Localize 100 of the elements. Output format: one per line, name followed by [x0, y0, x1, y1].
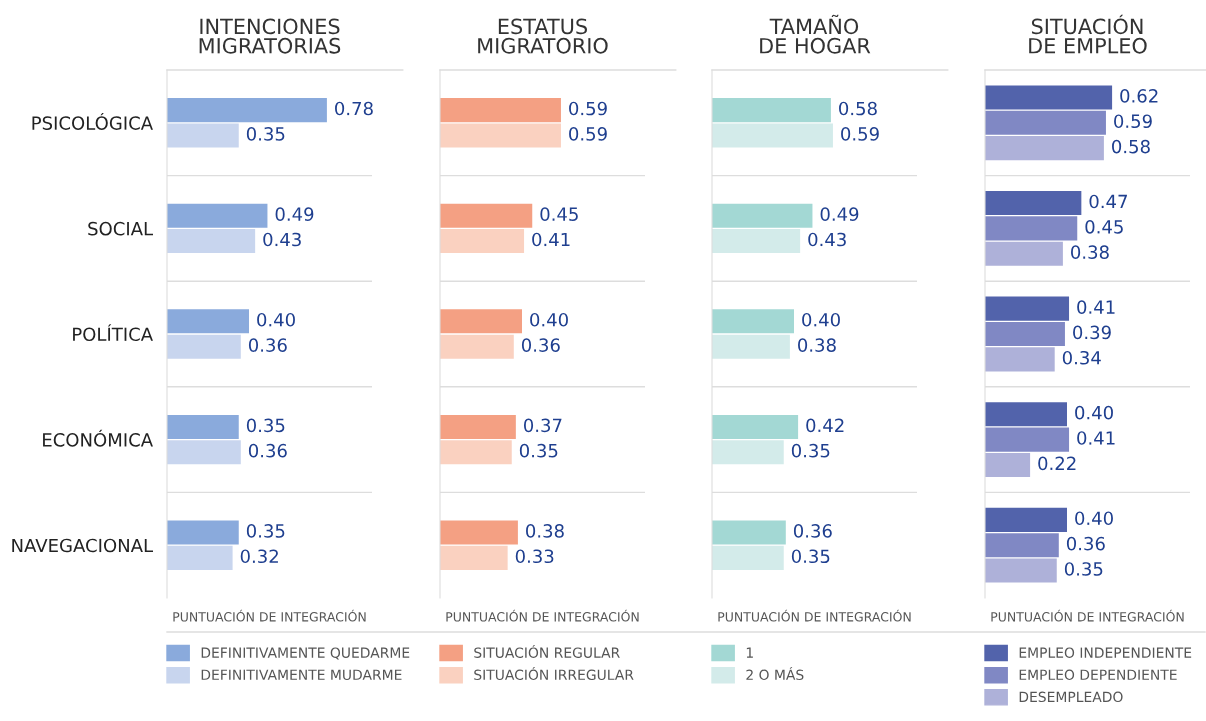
bar [712, 520, 786, 545]
data-label: 0.36 [521, 338, 560, 352]
legend-label: 2 O MÁS [746, 666, 804, 681]
bar [712, 203, 813, 228]
bar [440, 309, 522, 334]
bar [985, 216, 1078, 241]
data-label: 0.36 [1066, 536, 1105, 551]
chart-title: ESTATUS MIGRATORIO [478, 18, 608, 54]
chart-title: TAMAÑO DE HOGAR [760, 14, 871, 54]
bar [440, 229, 525, 254]
data-label: 0.41 [532, 232, 570, 247]
bar [985, 110, 1106, 135]
data-label: 0.40 [530, 312, 568, 327]
data-label: 0.38 [1071, 245, 1109, 259]
data-label: 0.78 [335, 101, 373, 116]
x-axis-title: PUNTUACIÓN DE INTEGRACIÓN [991, 609, 1184, 622]
bar [167, 334, 241, 359]
bar [440, 440, 512, 465]
data-label: 0.43 [808, 232, 846, 247]
bar [712, 440, 784, 465]
data-label: 0.35 [246, 127, 285, 141]
data-label: 0.59 [841, 127, 879, 141]
bar [440, 414, 516, 439]
data-label: 0.36 [248, 443, 287, 458]
data-label: 0.40 [1075, 511, 1113, 526]
bar [167, 545, 233, 570]
y-tick-label: PSICOLÓGICA [32, 112, 153, 130]
y-tick-label: SOCIAL [88, 221, 154, 236]
bar [712, 414, 799, 439]
legend-label: DEFINITIVAMENTE MUDARME [201, 669, 402, 681]
bar [440, 545, 508, 570]
data-label: 0.38 [526, 524, 564, 538]
legend-label: SITUACIÓN REGULAR [474, 644, 620, 658]
bar [985, 321, 1065, 347]
bar [440, 98, 561, 123]
data-label: 0.49 [275, 207, 314, 221]
bar [440, 334, 514, 359]
bar [985, 452, 1031, 477]
bar [167, 309, 249, 334]
bar [985, 533, 1059, 558]
bar [167, 414, 239, 439]
bar [985, 85, 1113, 110]
legend-label: DESEMPLEADO [1019, 691, 1123, 703]
data-label: 0.36 [793, 524, 832, 538]
bar [440, 203, 533, 228]
bar [167, 123, 239, 148]
data-label: 0.41 [1077, 431, 1115, 445]
bar [985, 427, 1070, 452]
bar [985, 136, 1104, 161]
data-label: 0.35 [246, 418, 285, 433]
bar [440, 520, 518, 545]
chart-title: INTENCIONES MIGRATORIAS [199, 18, 341, 54]
bar [167, 520, 239, 545]
data-label: 0.37 [523, 418, 562, 433]
chart-title: SITUACIÓN DE EMPLEO [1029, 14, 1147, 54]
bar [167, 98, 327, 123]
x-axis-title: PUNTUACIÓN DE INTEGRACIÓN [173, 609, 366, 622]
bar [985, 507, 1067, 532]
data-label: 0.42 [806, 418, 844, 433]
bar [440, 123, 561, 148]
legend-label: 1 [746, 647, 753, 658]
y-tick-label: ECONÓMICA [43, 429, 153, 447]
data-label: 0.41 [1077, 300, 1115, 314]
data-label: 0.40 [802, 312, 840, 327]
data-label: 0.62 [1120, 89, 1158, 103]
bar [985, 191, 1082, 216]
data-label: 0.47 [1089, 194, 1127, 209]
data-label: 0.39 [1073, 325, 1111, 340]
data-label: 0.35 [519, 443, 558, 458]
data-label: 0.59 [569, 101, 607, 116]
data-label: 0.45 [1085, 219, 1123, 234]
legend-label: SITUACIÓN IRREGULAR [474, 666, 634, 681]
bar [712, 334, 790, 359]
data-label: 0.58 [839, 101, 877, 116]
data-label: 0.35 [1064, 562, 1103, 576]
x-axis-title: PUNTUACIÓN DE INTEGRACIÓN [446, 609, 639, 622]
data-label: 0.40 [1075, 405, 1113, 420]
bar [167, 440, 241, 465]
data-label: 0.43 [263, 232, 301, 247]
bar [985, 241, 1063, 266]
data-label: 0.36 [248, 338, 287, 352]
bar [985, 296, 1070, 321]
bar [712, 229, 801, 254]
data-label: 0.49 [820, 207, 859, 221]
bar [167, 203, 268, 228]
bar [712, 545, 784, 570]
data-label: 0.22 [1038, 456, 1076, 471]
y-tick-label: POLÍTICA [73, 324, 153, 342]
data-label: 0.59 [569, 127, 607, 141]
bar [985, 402, 1067, 427]
data-label: 0.32 [240, 549, 278, 564]
data-label: 0.59 [1114, 114, 1152, 129]
legend-label: DEFINITIVAMENTE QUEDARME [201, 647, 410, 660]
data-label: 0.33 [515, 549, 554, 564]
data-label: 0.34 [1062, 350, 1101, 365]
data-label: 0.35 [246, 524, 285, 538]
data-label: 0.35 [791, 549, 830, 564]
x-axis-title: PUNTUACIÓN DE INTEGRACIÓN [718, 609, 911, 622]
bar [985, 347, 1055, 372]
bar [712, 98, 831, 123]
